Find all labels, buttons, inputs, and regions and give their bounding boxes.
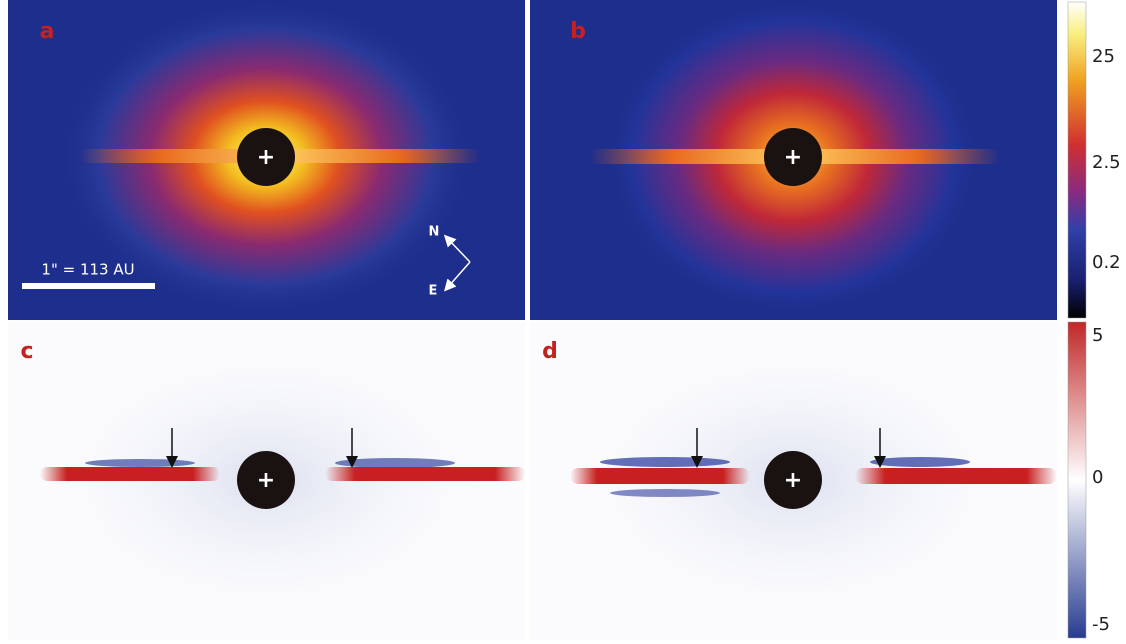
colorbar-tick: 2.5: [1092, 152, 1121, 173]
scale-bar: [22, 283, 155, 289]
panel-label: c: [20, 339, 33, 364]
colorbar-bottom: 5 0 -5: [1067, 321, 1110, 639]
compass-north: N: [429, 225, 440, 240]
panel-c: + c: [8, 322, 525, 640]
panel-a: + a 1" = 113 AU N E: [8, 0, 525, 320]
colorbar-tick: 0.2: [1092, 252, 1121, 273]
colorbar-tick: -5: [1092, 614, 1110, 635]
panel-label: a: [40, 19, 55, 44]
star-marker: +: [784, 468, 802, 493]
colorbar-tick: 5: [1092, 325, 1103, 346]
colorbar-top: 25 2.5 0.2: [1067, 1, 1121, 319]
panel-d: + d: [530, 322, 1057, 640]
scale-bar-label: 1" = 113 AU: [41, 261, 134, 279]
panel-b: + b: [530, 0, 1057, 320]
compass-east: E: [429, 284, 438, 299]
colorbar-tick: 25: [1092, 46, 1115, 67]
panel-label: d: [542, 339, 558, 364]
star-marker: +: [257, 145, 275, 170]
panel-label: b: [570, 19, 586, 44]
colorbar-tick: 0: [1092, 467, 1103, 488]
star-marker: +: [784, 145, 802, 170]
star-marker: +: [257, 468, 275, 493]
